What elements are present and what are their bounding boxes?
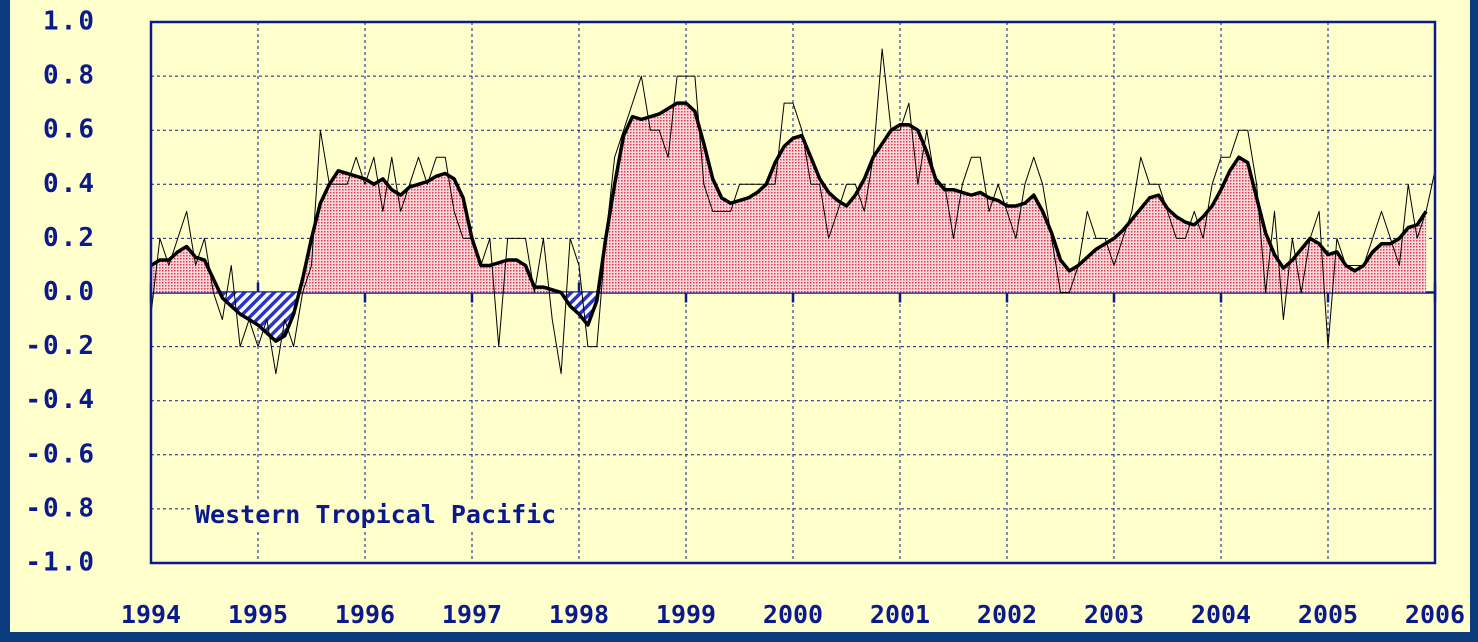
x-tick-label: 1997 — [442, 600, 502, 629]
x-tick-label: 1996 — [335, 600, 395, 629]
x-tick-label: 1994 — [121, 600, 181, 629]
x-tick-label: 2003 — [1084, 600, 1144, 629]
annotation: Western Tropical Pacific — [195, 500, 556, 529]
x-tick-label: 2001 — [870, 600, 930, 629]
y-tick-label: -0.4 — [25, 385, 96, 415]
y-tick-label: 1.0 — [43, 7, 96, 37]
y-tick-label: -0.2 — [25, 331, 96, 361]
y-tick-label: 0.4 — [43, 169, 96, 199]
x-tick-label: 1999 — [656, 600, 716, 629]
lines — [150, 48, 1436, 375]
monthly-line — [150, 48, 1436, 375]
smoothed-line — [150, 101, 1428, 343]
y-tick-label: 0.2 — [43, 223, 96, 253]
annotation-bg — [191, 500, 561, 529]
x-tick-label: 2006 — [1405, 600, 1465, 629]
x-tick-label: 1998 — [549, 600, 609, 629]
x-tick-label: 2000 — [763, 600, 823, 629]
x-tick-label: 1995 — [228, 600, 288, 629]
x-tick-label: 2004 — [1191, 600, 1251, 629]
y-tick-label: -1.0 — [25, 548, 96, 578]
plot-frame — [149, 20, 1437, 565]
labels: 1.0 0.8 0.6 0.4 0.2 0.0 -0.2 -0.4 -0.6 -0.8 -1.0 19… — [25, 7, 1465, 630]
y-tick-label: 0.6 — [43, 115, 96, 145]
y-tick-label: 0.8 — [43, 61, 96, 91]
y-tick-label: 0.0 — [43, 277, 96, 307]
negative-area — [151, 292, 1427, 342]
panel — [10, 0, 1470, 632]
y-tick-label: -0.6 — [25, 439, 96, 469]
x-tick-label: 2005 — [1298, 600, 1358, 629]
y-tick-label: -0.8 — [25, 493, 96, 523]
x-tick-label: 2002 — [977, 600, 1037, 629]
